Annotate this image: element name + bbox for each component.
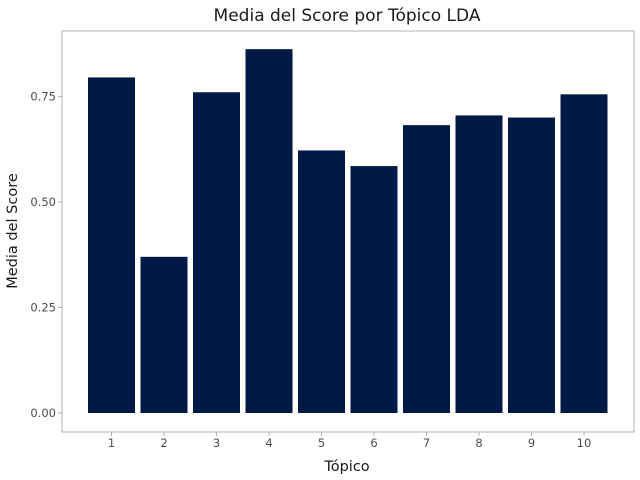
x-tick-label: 4 [265, 436, 272, 450]
bar-topic-8 [455, 115, 503, 414]
y-axis: 0.00 0.25 0.50 0.75 [30, 89, 62, 420]
x-tick-label: 10 [577, 436, 592, 450]
x-tick-label: 7 [423, 436, 430, 450]
bar-topic-5 [298, 150, 345, 414]
x-tick-label: 2 [160, 436, 167, 450]
y-tick-label: 0.00 [30, 406, 56, 420]
y-tick-label: 0.75 [30, 89, 56, 103]
bar-topic-6 [350, 166, 398, 413]
x-tick-label: 8 [475, 436, 482, 450]
y-tick-label: 0.25 [30, 300, 56, 314]
bars-layer [88, 49, 608, 414]
bar-topic-7 [403, 125, 450, 414]
x-tick-label: 9 [528, 436, 535, 450]
x-axis: 1 2 3 4 5 6 7 8 9 10 [108, 432, 591, 450]
x-tick-label: 5 [318, 436, 325, 450]
bar-topic-9 [508, 117, 555, 413]
y-tick-label: 0.50 [30, 195, 56, 209]
bar-topic-4 [245, 49, 293, 414]
x-tick-label: 6 [370, 436, 377, 450]
bar-topic-2 [140, 256, 188, 414]
bar-topic-3 [193, 92, 240, 414]
x-tick-label: 3 [213, 436, 220, 450]
bar-topic-10 [560, 94, 608, 414]
x-tick-label: 1 [108, 436, 115, 450]
plot-panel-border [61, 30, 635, 433]
bar-topic-1 [88, 77, 135, 414]
y-axis-title: Media del Score [5, 173, 21, 289]
chart-title: Media del Score por Tópico LDA [214, 6, 481, 26]
x-axis-title: Tópico [323, 459, 369, 475]
